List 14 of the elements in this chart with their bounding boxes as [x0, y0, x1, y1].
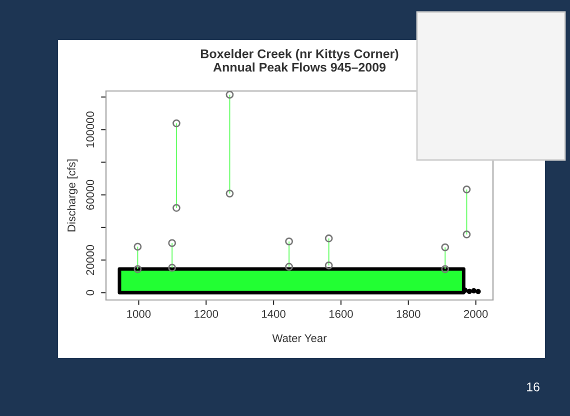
- y-tick-label: 100000: [86, 112, 94, 148]
- x-tick-label: 1800: [396, 310, 420, 318]
- y-tick-label: 0: [86, 290, 94, 296]
- y-tick-label: 20000: [86, 245, 94, 275]
- y-axis-title: Discharge [cfs]: [67, 160, 78, 232]
- x-tick-label: 1000: [127, 310, 151, 318]
- x-tick-label: 2000: [464, 310, 488, 318]
- x-tick-label: 1600: [329, 310, 353, 318]
- y-tick-label: 60000: [86, 180, 94, 210]
- x-tick-label: 1200: [194, 310, 218, 318]
- text: 16: [527, 382, 540, 392]
- chart-title: Boxelder Creek (nr Kittys Corner) Annual Peak Flows 945–2009: [201, 49, 398, 72]
- x-axis-title: Water Year: [272, 334, 327, 342]
- x-tick-label: 1400: [262, 310, 286, 318]
